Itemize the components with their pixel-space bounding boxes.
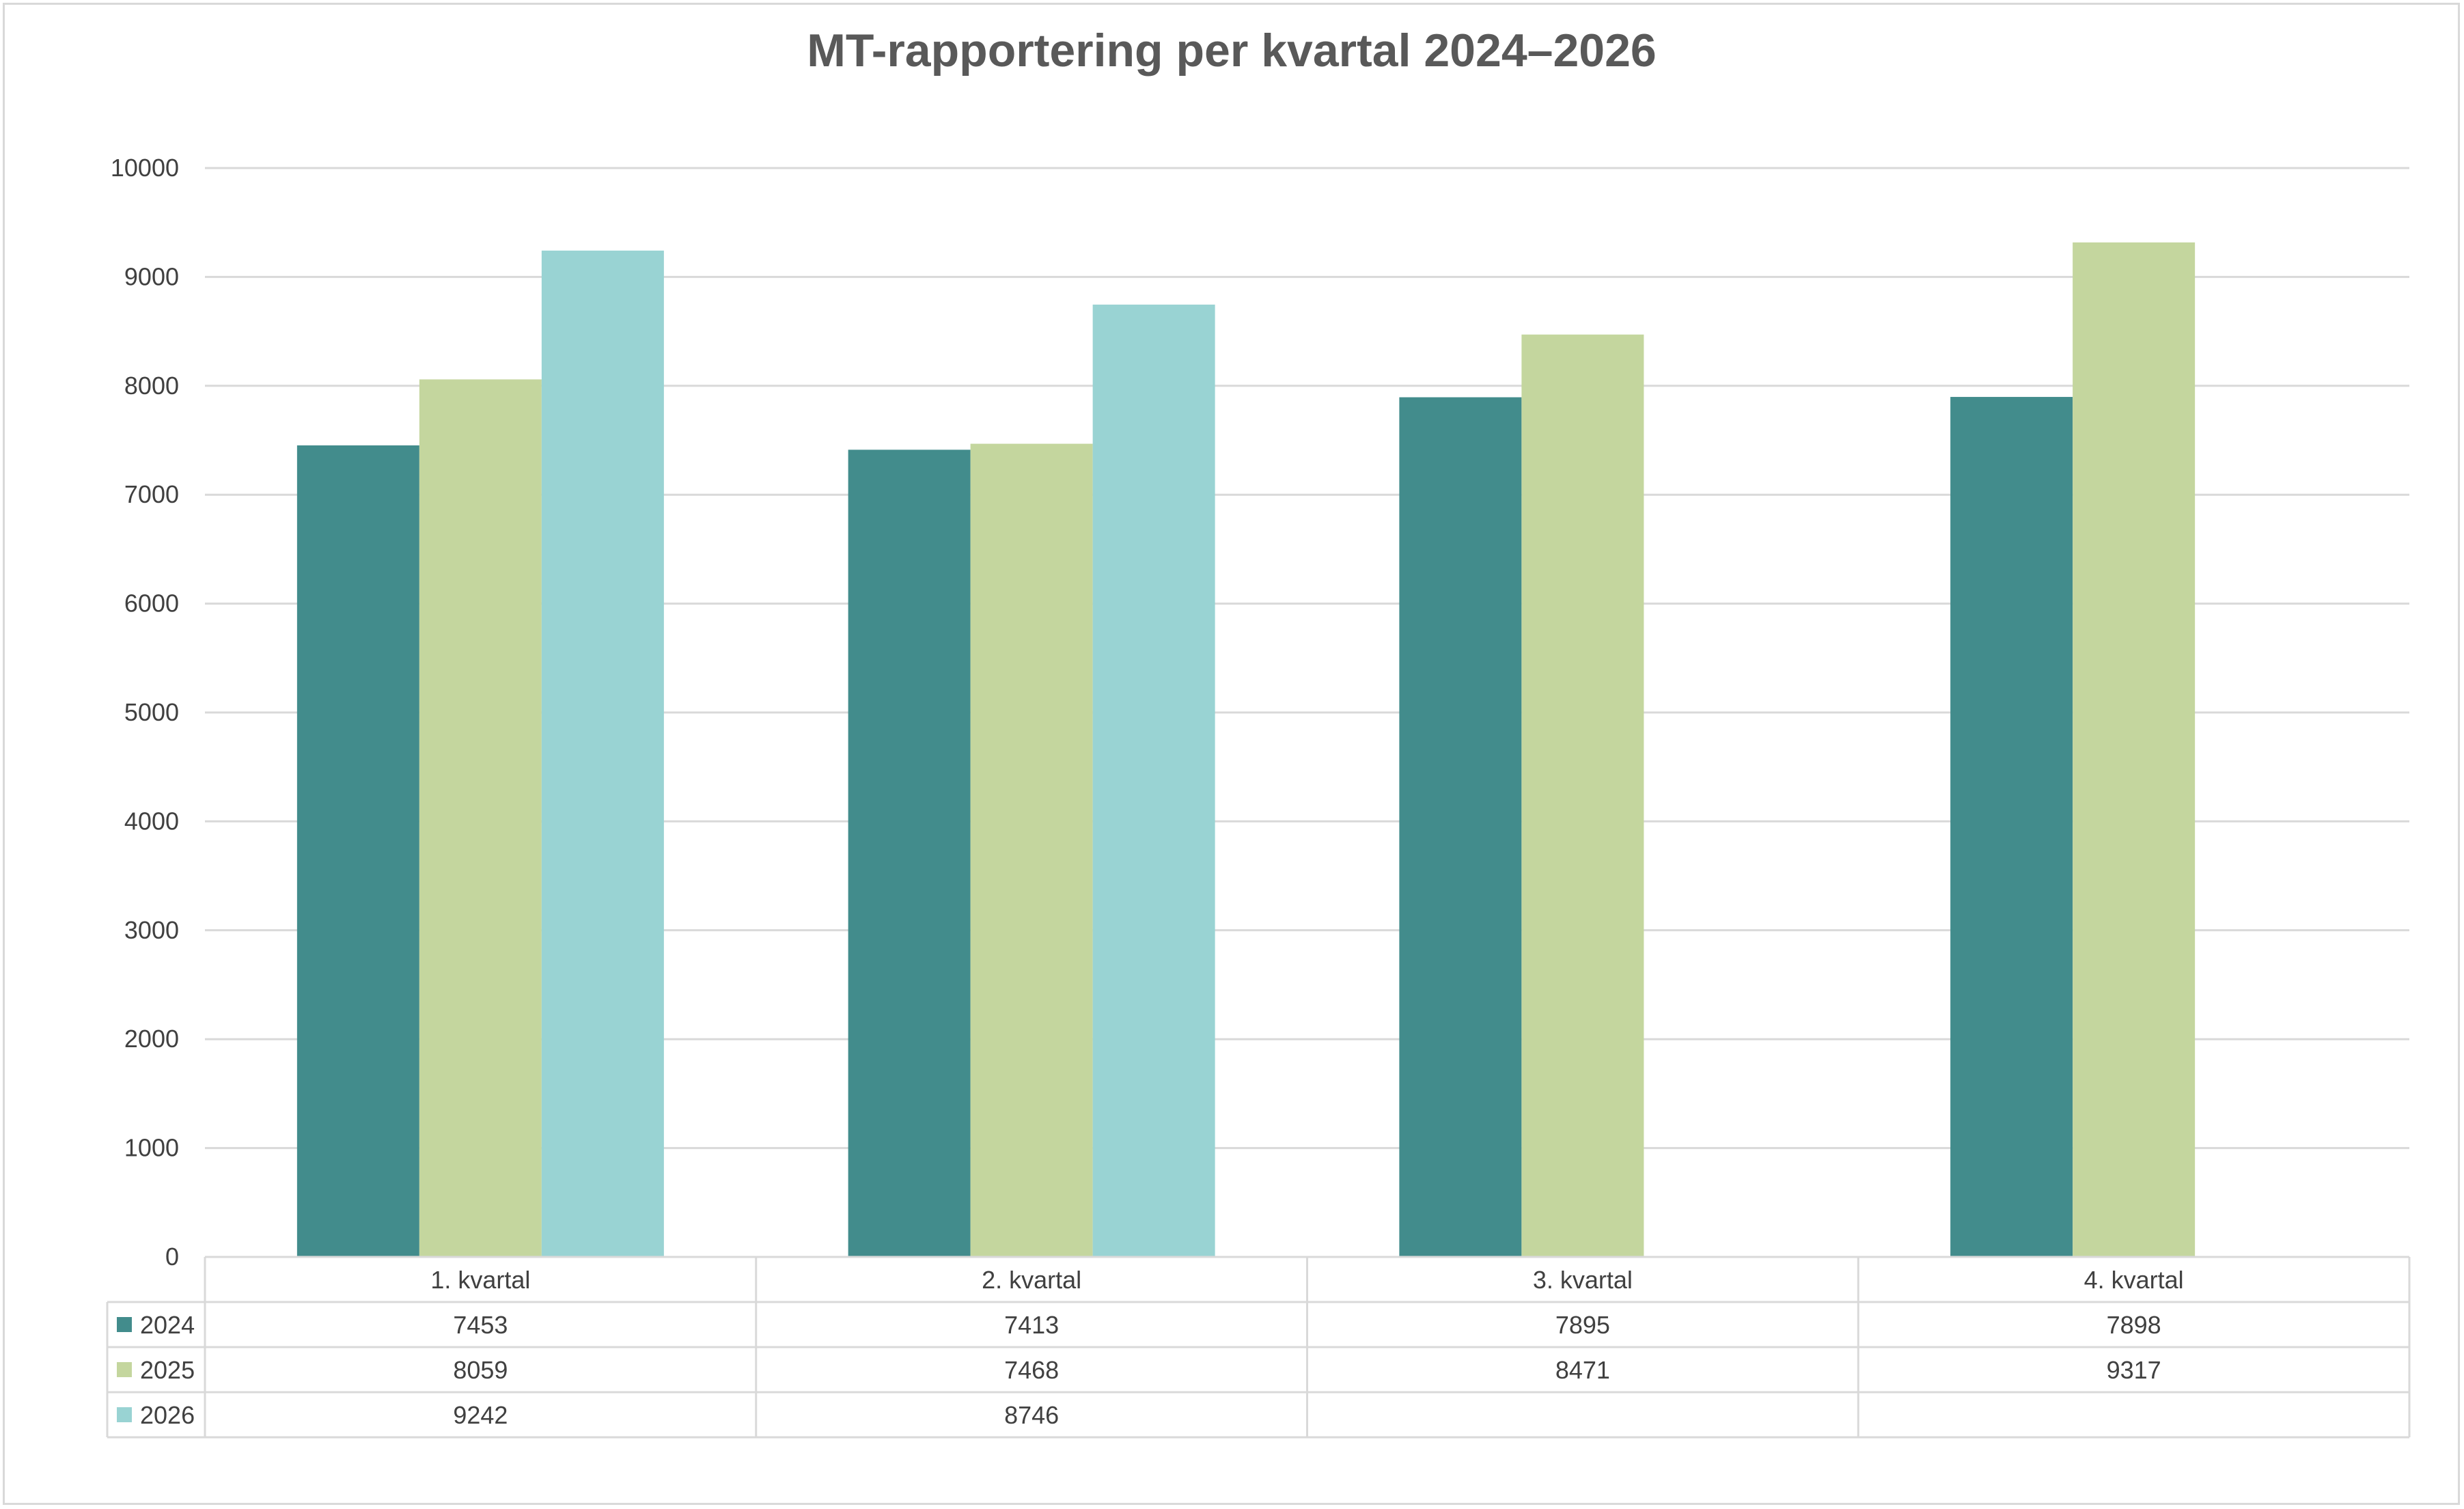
- data-label: 7413: [1004, 1311, 1059, 1339]
- y-tick-label: 0: [165, 1243, 179, 1271]
- legend-swatch-2026: [117, 1407, 132, 1422]
- data-table: 1. kvartal 2. kvartal 3. kvartal 4. kvartal…: [106, 1256, 2411, 1439]
- y-axis: 0 1000 2000 3000 4000 5000 6000 7000 8000 9000 100…: [111, 154, 179, 1271]
- bar-2025-4: [2073, 242, 2196, 1257]
- category-label: 1. kvartal: [430, 1266, 530, 1294]
- legend-label: 2026: [140, 1401, 195, 1429]
- bars: [296, 242, 2196, 1258]
- y-tick-label: 9000: [124, 262, 179, 290]
- bar-2026-1: [541, 250, 664, 1257]
- legend-label: 2024: [140, 1311, 195, 1339]
- bar-2024-4: [1950, 397, 2073, 1257]
- bar-2024-2: [848, 449, 971, 1257]
- bar-2026-2: [1092, 304, 1215, 1258]
- y-tick-label: 6000: [124, 590, 179, 618]
- y-tick-label: 7000: [124, 480, 179, 508]
- y-tick-label: 2000: [124, 1025, 179, 1053]
- legend-swatch-2024: [117, 1317, 132, 1332]
- y-tick-label: 10000: [111, 154, 179, 182]
- data-label: 9317: [2107, 1356, 2161, 1384]
- y-tick-label: 4000: [124, 807, 179, 835]
- bar-2025-2: [970, 443, 1093, 1257]
- bar-2024-1: [296, 445, 419, 1257]
- category-label: 4. kvartal: [2084, 1266, 2184, 1294]
- chart-title: MT-rapportering per kvartal 2024–2026: [807, 25, 1656, 77]
- bar-2024-3: [1399, 397, 1522, 1257]
- data-label: 8746: [1004, 1401, 1059, 1429]
- y-tick-label: 3000: [124, 916, 179, 944]
- data-label: 7898: [2107, 1311, 2161, 1339]
- y-tick-label: 1000: [124, 1134, 179, 1162]
- data-label: 7453: [453, 1311, 508, 1339]
- data-label: 7468: [1004, 1356, 1059, 1384]
- category-label: 3. kvartal: [1533, 1266, 1633, 1294]
- data-label: 8059: [453, 1356, 508, 1384]
- data-label: 8471: [1555, 1356, 1610, 1384]
- legend-swatch-2025: [117, 1362, 132, 1377]
- bar-2025-1: [419, 379, 542, 1257]
- bar-2025-3: [1521, 334, 1644, 1257]
- data-label: 7895: [1555, 1311, 1610, 1339]
- legend-label: 2025: [140, 1356, 195, 1384]
- y-tick-label: 5000: [124, 698, 179, 726]
- category-label: 2. kvartal: [982, 1266, 1081, 1294]
- data-label: 9242: [453, 1401, 508, 1429]
- y-tick-label: 8000: [124, 372, 179, 400]
